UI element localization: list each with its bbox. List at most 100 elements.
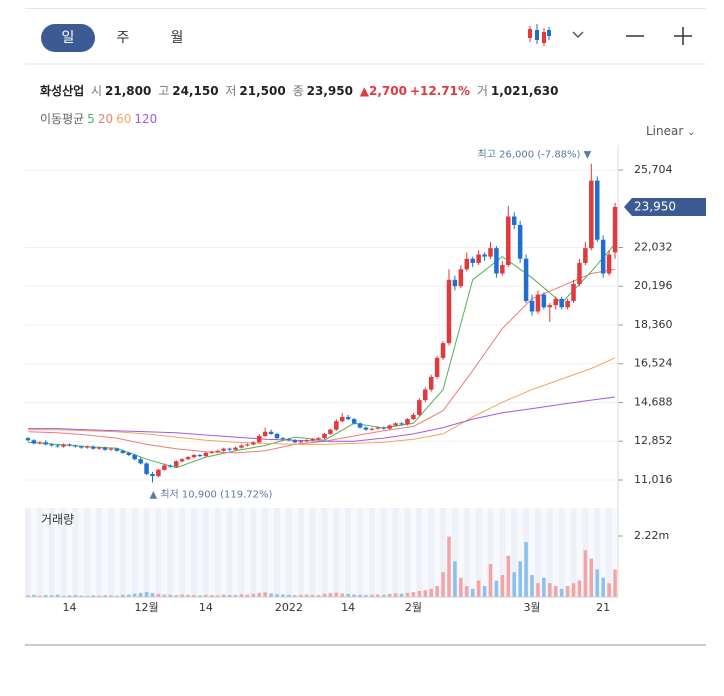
volume-stripe	[475, 508, 482, 597]
candle-body	[476, 254, 481, 263]
volume-bar	[494, 580, 499, 597]
volume-stripe	[131, 508, 138, 597]
candle-body	[517, 224, 523, 259]
candle-body	[286, 439, 292, 441]
volume-stripe	[392, 508, 399, 597]
y-tick-label: 11,016	[634, 473, 673, 486]
candle-body	[600, 239, 606, 274]
low-annotation: ▲ 최저 10,900 (119.72%)	[149, 488, 272, 500]
volume-bar	[287, 594, 291, 597]
volume-bar	[358, 594, 362, 597]
legend-entry: 20	[97, 112, 114, 126]
scale-label: Linear	[646, 124, 684, 138]
candle-body	[179, 459, 185, 462]
legend-entry: 60	[116, 112, 132, 126]
candle-body	[452, 279, 458, 287]
toolbar-icons	[25, 24, 706, 65]
candle-body	[310, 439, 315, 441]
last-price-tag	[624, 198, 706, 217]
volume-bar	[186, 594, 190, 597]
x-tick-label: 2월	[405, 601, 422, 614]
top-border	[25, 8, 706, 9]
volume-bar	[441, 572, 445, 597]
volume-bar	[316, 595, 321, 597]
candle-body	[417, 400, 422, 415]
chevron[interactable]	[572, 31, 584, 39]
volume-stripe	[309, 508, 316, 597]
volume-stripe	[570, 508, 577, 597]
candle-body	[535, 294, 541, 312]
volume-stripe	[428, 508, 435, 597]
volume-bar	[192, 595, 196, 597]
volume-bar	[26, 595, 30, 597]
candle-body	[168, 465, 173, 467]
candle-body	[594, 180, 600, 240]
volume-bar	[376, 594, 380, 597]
volume-title: 거래량	[41, 513, 74, 527]
volume-bar	[405, 592, 410, 597]
volume-bar	[91, 595, 95, 597]
candle-body	[25, 438, 31, 441]
volume-bar	[524, 542, 528, 597]
volume-bar	[340, 593, 345, 597]
candle-body	[458, 269, 464, 287]
zoom-in[interactable]	[674, 27, 692, 45]
y-tick-label: 14,688	[634, 395, 673, 408]
candle-body	[251, 442, 256, 445]
candle-body	[298, 441, 303, 443]
volume-bar	[121, 594, 125, 597]
volume-stripe	[84, 508, 91, 597]
volume-bar	[275, 594, 279, 597]
legend-entry: 5	[87, 112, 95, 126]
x-tick-label: 21	[596, 601, 610, 614]
volume-bar	[482, 586, 487, 597]
chart-type-icon[interactable]	[528, 24, 551, 46]
y-tick-label: 16,524	[634, 357, 673, 370]
label: 종	[292, 84, 304, 98]
volume-bar	[601, 577, 605, 597]
volume-bar	[49, 595, 54, 597]
volume-bar	[465, 586, 469, 597]
ma-line	[28, 396, 616, 442]
volume-stripe	[416, 508, 423, 597]
y-tick-label: 18,360	[634, 318, 673, 331]
volume-bar	[381, 594, 386, 597]
volume-bar	[459, 577, 463, 597]
y-tick-label: 25,704	[634, 163, 673, 176]
volume-bar	[470, 588, 475, 597]
volume-stripe	[404, 508, 411, 597]
scale-select[interactable]: Linear ⌄	[646, 124, 696, 138]
x-tick-label: 14	[341, 601, 355, 614]
volume-stripe	[262, 508, 269, 597]
candle-body	[245, 444, 250, 446]
candle-body	[393, 423, 398, 426]
candle-body	[345, 417, 351, 420]
candle-body	[233, 447, 238, 450]
tab-day[interactable]: 일	[41, 24, 95, 52]
candle-body	[500, 265, 505, 274]
volume-bar	[429, 588, 433, 597]
volume-bar	[73, 595, 78, 597]
volume-bar	[411, 592, 416, 597]
tab-week[interactable]: 주	[116, 30, 130, 46]
ma-line	[28, 357, 616, 445]
tab-month[interactable]: 월	[170, 30, 184, 46]
candle-body	[423, 389, 428, 401]
label: 고	[158, 84, 170, 98]
label: 시	[91, 84, 103, 98]
candle-body	[606, 254, 612, 274]
candle-body	[191, 455, 197, 458]
candle-body	[316, 438, 321, 440]
volume-bar	[536, 583, 540, 597]
candle-body	[387, 425, 392, 429]
value: 21,500	[239, 84, 286, 98]
volume-bar	[518, 561, 522, 597]
volume-stripe	[440, 508, 447, 597]
candle-body	[363, 427, 369, 430]
candle-body	[577, 262, 582, 285]
y-tick-label: 20,196	[634, 279, 673, 292]
label: 거	[476, 84, 488, 98]
candle-body	[108, 448, 114, 450]
candle-body	[411, 414, 416, 420]
volume-stripe	[191, 508, 197, 597]
